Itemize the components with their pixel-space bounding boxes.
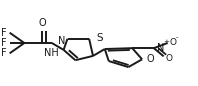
- Text: F: F: [1, 28, 7, 38]
- Text: O: O: [169, 38, 176, 47]
- Text: NH: NH: [44, 48, 59, 58]
- Text: F: F: [1, 38, 7, 48]
- Text: N: N: [58, 36, 65, 46]
- Text: N: N: [157, 43, 165, 53]
- Text: O: O: [38, 18, 46, 28]
- Text: O: O: [166, 54, 173, 63]
- Text: F: F: [1, 48, 7, 58]
- Text: O: O: [147, 54, 155, 64]
- Text: S: S: [96, 33, 103, 43]
- Text: +: +: [163, 39, 169, 45]
- Text: -: -: [176, 34, 178, 40]
